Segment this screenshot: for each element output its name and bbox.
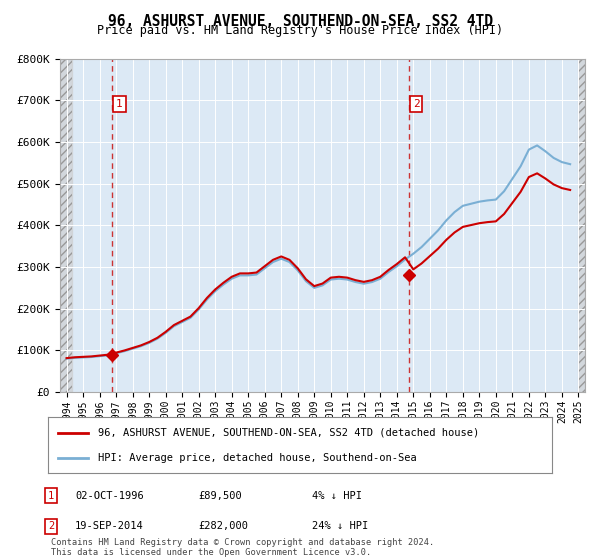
Text: Contains HM Land Registry data © Crown copyright and database right 2024.
This d: Contains HM Land Registry data © Crown c… bbox=[51, 538, 434, 557]
Text: 02-OCT-1996: 02-OCT-1996 bbox=[75, 491, 144, 501]
Bar bbox=[578, 59, 585, 392]
Bar bbox=[60, 59, 71, 392]
Bar bbox=[578, 59, 585, 392]
Text: HPI: Average price, detached house, Southend-on-Sea: HPI: Average price, detached house, Sout… bbox=[98, 452, 417, 463]
Text: 1: 1 bbox=[48, 491, 54, 501]
Text: 4% ↓ HPI: 4% ↓ HPI bbox=[312, 491, 362, 501]
Text: 2: 2 bbox=[413, 99, 419, 109]
Text: 96, ASHURST AVENUE, SOUTHEND-ON-SEA, SS2 4TD: 96, ASHURST AVENUE, SOUTHEND-ON-SEA, SS2… bbox=[107, 14, 493, 29]
Text: 1: 1 bbox=[116, 99, 123, 109]
Bar bbox=[60, 59, 71, 392]
Text: 2: 2 bbox=[48, 521, 54, 531]
Text: £282,000: £282,000 bbox=[198, 521, 248, 531]
Text: 19-SEP-2014: 19-SEP-2014 bbox=[75, 521, 144, 531]
Text: Price paid vs. HM Land Registry's House Price Index (HPI): Price paid vs. HM Land Registry's House … bbox=[97, 24, 503, 37]
Text: £89,500: £89,500 bbox=[198, 491, 242, 501]
Text: 24% ↓ HPI: 24% ↓ HPI bbox=[312, 521, 368, 531]
Text: 96, ASHURST AVENUE, SOUTHEND-ON-SEA, SS2 4TD (detached house): 96, ASHURST AVENUE, SOUTHEND-ON-SEA, SS2… bbox=[98, 428, 479, 438]
